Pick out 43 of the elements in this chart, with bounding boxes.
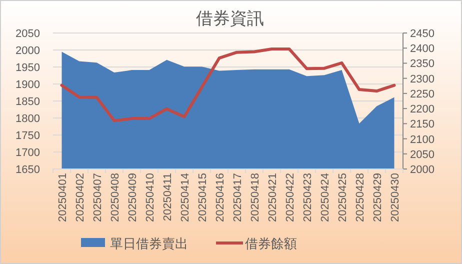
x-tick-label: 20250418 [249, 173, 262, 222]
x-tick-label: 20250429 [372, 173, 384, 222]
y-tick-label: 1700 [16, 147, 40, 159]
y-tick-label: 1750 [16, 130, 40, 142]
x-tick-label: 20250410 [144, 173, 156, 222]
y-tick-label: 1900 [16, 79, 40, 91]
x-tick-label: 20250408 [109, 173, 122, 222]
chart-title: 借券資訊 [196, 9, 264, 28]
legend-label: 借券餘額 [245, 236, 297, 251]
x-tick-label: 20250430 [389, 173, 402, 222]
x-tick-label: 20250401 [56, 173, 69, 222]
x-tick-label: 20250409 [126, 173, 139, 222]
y2-tick-label: 2200 [410, 104, 434, 116]
y-tick-label: 2050 [16, 28, 40, 40]
x-tick-label: 20250421 [266, 173, 279, 222]
y2-tick-label: 2300 [410, 73, 434, 86]
x-tick-label: 20250407 [92, 173, 104, 222]
x-tick-label: 20250414 [179, 173, 192, 222]
y2-tick-label: 2400 [410, 43, 434, 56]
y2-tick-label: 2350 [410, 58, 434, 70]
y2-tick-label: 2000 [410, 164, 434, 176]
x-tick-label: 20250415 [196, 173, 209, 222]
x-tick-label: 20250428 [354, 173, 366, 222]
x-tick-label: 20250423 [302, 173, 314, 222]
x-tick-label: 20250424 [319, 173, 332, 222]
x-tick-label: 20250425 [336, 173, 349, 222]
y2-tick-label: 2050 [410, 148, 434, 161]
x-tick-label: 20250402 [74, 173, 86, 222]
x-tick-label: 20250416 [214, 173, 226, 222]
x-tick-label: 20250417 [232, 173, 244, 222]
x-tick-label: 20250422 [284, 173, 296, 222]
y-tick-label: 1650 [16, 164, 40, 176]
y2-tick-label: 2100 [410, 134, 434, 146]
y-tick-label: 1850 [16, 96, 40, 108]
y2-tick-label: 2450 [410, 28, 434, 40]
y2-tick-label: 2250 [410, 88, 434, 100]
line-series [60, 48, 396, 122]
legend-label: 單日借券賣出 [110, 236, 188, 251]
y-tick-label: 1800 [16, 113, 40, 125]
y2-tick-label: 2150 [410, 118, 434, 131]
y-tick-label: 1950 [16, 62, 40, 74]
x-tick-label: 20250411 [162, 173, 174, 222]
y-tick-label: 2000 [16, 45, 40, 57]
